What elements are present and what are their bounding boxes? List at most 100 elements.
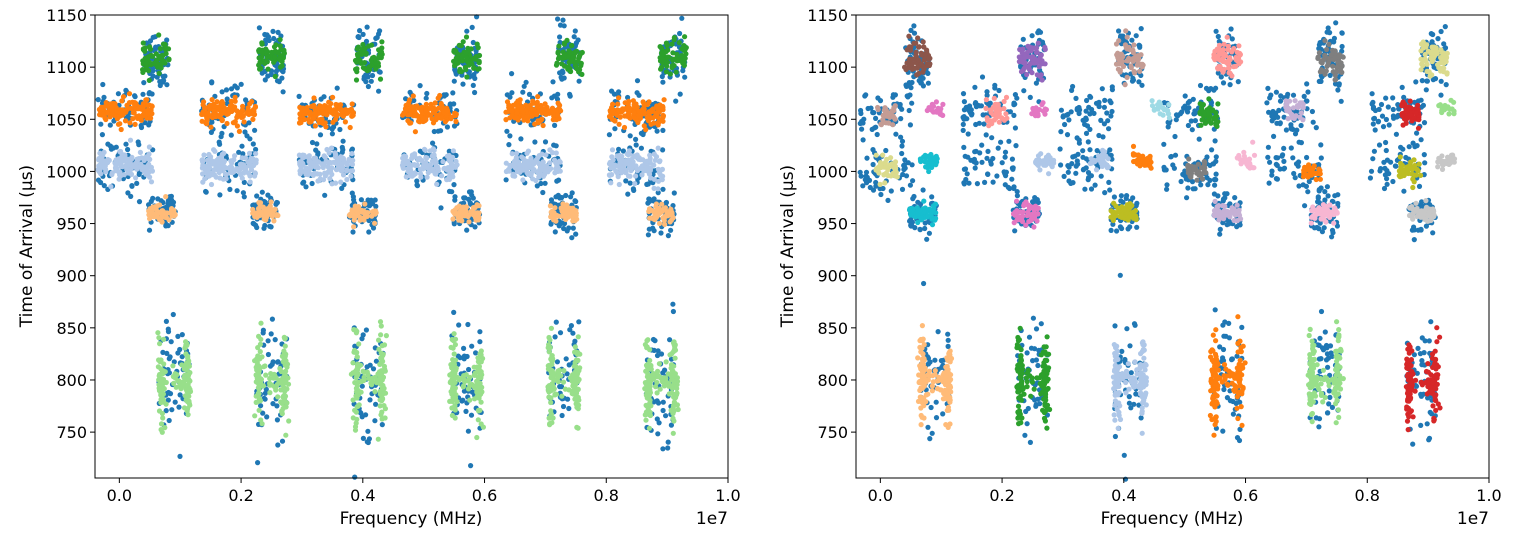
scatter-point <box>575 366 580 371</box>
scatter-point <box>376 89 381 94</box>
scatter-point <box>133 106 138 111</box>
scatter-point <box>672 372 677 377</box>
scatter-point <box>569 235 574 240</box>
scatter-point <box>127 100 132 105</box>
scatter-point <box>577 53 582 58</box>
scatter-point <box>242 166 247 171</box>
scatter-point <box>1439 79 1444 84</box>
scatter-point <box>448 380 453 385</box>
scatter-point <box>335 86 340 91</box>
scatter-point <box>672 190 677 195</box>
scatter-point <box>164 319 169 324</box>
scatter-point <box>147 175 152 180</box>
scatter-point <box>623 169 628 174</box>
scatter-point <box>576 426 581 431</box>
scatter-point <box>655 431 660 436</box>
scatter-point <box>644 159 649 164</box>
scatter-point <box>149 103 154 108</box>
scatter-point <box>530 176 535 181</box>
scatter-point <box>319 97 324 102</box>
scatter-point <box>576 37 581 42</box>
scatter-point <box>666 371 671 376</box>
scatter-point <box>257 55 262 60</box>
scatter-point <box>1228 82 1233 87</box>
scatter-point <box>635 78 640 83</box>
scatter-point <box>479 385 484 390</box>
scatter-point <box>1021 37 1026 42</box>
scatter-point <box>617 182 622 187</box>
scatter-point <box>548 110 553 115</box>
scatter-point <box>646 232 651 237</box>
scatter-point <box>177 347 182 352</box>
scatter-point <box>271 375 276 380</box>
scatter-point <box>280 439 285 444</box>
scatter-point <box>424 91 429 96</box>
scatter-point <box>520 90 525 95</box>
scatter-point <box>1435 36 1440 41</box>
scatter-point <box>286 418 291 423</box>
scatter-point <box>662 214 667 219</box>
scatter-point <box>424 96 429 101</box>
scatter-point <box>147 78 152 83</box>
scatter-point <box>660 446 665 451</box>
scatter-point <box>432 148 437 153</box>
scatter-point <box>504 129 509 134</box>
scatter-point <box>328 169 333 174</box>
scatter-point <box>372 221 377 226</box>
scatter-point <box>340 161 345 166</box>
scatter-point <box>274 403 279 408</box>
scatter-point <box>449 161 454 166</box>
scatter-point <box>436 166 441 171</box>
scatter-point <box>555 359 560 364</box>
scatter-point <box>674 70 679 75</box>
scatter-point <box>468 463 473 468</box>
scatter-point <box>136 139 141 144</box>
scatter-point <box>577 79 582 84</box>
scatter-point <box>453 119 458 124</box>
scatter-point <box>133 175 138 180</box>
scatter-point <box>556 370 561 375</box>
scatter-point <box>515 167 520 172</box>
scatter-point <box>145 168 150 173</box>
scatter-point <box>1339 30 1344 35</box>
scatter-point <box>210 97 215 102</box>
scatter-point <box>1229 26 1234 31</box>
scatter-point <box>273 42 278 47</box>
scatter-point <box>327 105 332 110</box>
scatter-point <box>477 367 482 372</box>
scatter-point <box>259 354 264 359</box>
scatter-point <box>105 142 110 147</box>
scatter-point <box>339 155 344 160</box>
scatter-point <box>277 380 282 385</box>
scatter-point <box>362 377 367 382</box>
scatter-point <box>473 205 478 210</box>
scatter-point <box>1214 29 1219 34</box>
scatter-point <box>271 218 276 223</box>
scatter-point <box>622 125 627 130</box>
scatter-point <box>615 113 620 118</box>
scatter-point <box>158 383 163 388</box>
scatter-point <box>251 141 256 146</box>
scatter-point <box>450 413 455 418</box>
scatter-point <box>447 189 452 194</box>
scatter-point <box>907 108 912 113</box>
scatter-point <box>358 410 363 415</box>
scatter-point <box>263 47 268 52</box>
scatter-point <box>660 128 665 133</box>
scatter-point <box>474 435 479 440</box>
scatter-point <box>165 210 170 215</box>
scatter-point <box>650 115 655 120</box>
scatter-point <box>237 129 242 134</box>
scatter-point <box>672 400 677 405</box>
scatter-point <box>506 142 511 147</box>
scatter-point <box>573 232 578 237</box>
scatter-point <box>169 339 174 344</box>
scatter-point <box>555 16 560 21</box>
scatter-point <box>103 117 108 122</box>
scatter-point <box>157 202 162 207</box>
scatter-point <box>114 157 119 162</box>
scatter-point <box>273 337 278 342</box>
scatter-point <box>160 208 165 213</box>
scatter-point <box>167 418 172 423</box>
